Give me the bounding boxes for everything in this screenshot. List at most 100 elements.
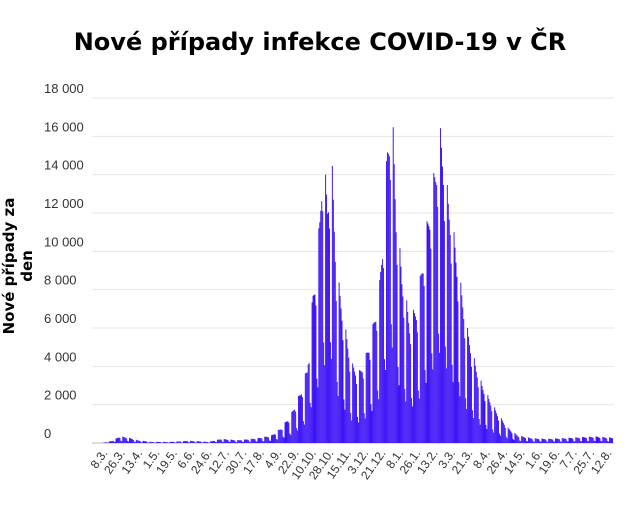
bar <box>594 441 596 443</box>
bar <box>555 438 557 443</box>
bar <box>549 438 551 443</box>
bar <box>166 442 168 443</box>
bar <box>601 441 603 443</box>
bar <box>390 324 392 443</box>
bar <box>554 441 555 443</box>
bar <box>556 438 558 443</box>
bar <box>528 437 530 443</box>
bar <box>215 442 216 443</box>
bar <box>473 358 475 443</box>
bar <box>188 442 190 443</box>
bar <box>145 441 147 443</box>
y-tick-label: 8 000 <box>44 273 77 288</box>
y-tick-label: 0 <box>44 426 51 441</box>
bar <box>489 402 491 443</box>
bar <box>322 211 324 443</box>
bar <box>562 438 564 443</box>
bar <box>304 373 306 443</box>
bar <box>157 441 159 443</box>
bar <box>276 439 278 443</box>
bar <box>423 286 425 443</box>
bar <box>431 353 433 443</box>
bar <box>470 366 472 443</box>
bar <box>452 382 454 443</box>
bar <box>130 438 132 443</box>
bar <box>461 295 463 443</box>
bar <box>383 268 385 443</box>
bar <box>296 428 298 443</box>
bar <box>532 441 534 443</box>
bar <box>290 434 292 443</box>
bar <box>349 371 351 443</box>
bar <box>285 421 287 443</box>
bar <box>585 438 587 443</box>
bar <box>354 371 356 443</box>
bar <box>455 262 457 443</box>
bar <box>203 441 205 443</box>
bar <box>158 441 160 443</box>
bar <box>412 406 414 443</box>
bar <box>234 440 236 443</box>
bar <box>569 437 571 443</box>
bar <box>230 439 232 443</box>
bar <box>492 429 494 443</box>
bar <box>563 438 565 443</box>
bar <box>400 266 402 443</box>
bar <box>418 398 420 443</box>
bar <box>324 365 326 443</box>
bar <box>517 436 519 443</box>
bar <box>437 206 439 443</box>
bar <box>178 441 180 443</box>
bar <box>498 420 499 443</box>
bar <box>328 228 330 443</box>
bar <box>257 438 259 443</box>
bar <box>224 439 226 443</box>
bar <box>503 424 505 443</box>
bar <box>171 441 173 443</box>
bar <box>379 280 381 443</box>
bar <box>122 436 124 443</box>
bar <box>519 440 521 443</box>
bar <box>303 424 305 443</box>
bar <box>441 147 442 443</box>
bar <box>165 441 167 443</box>
bar <box>306 372 308 443</box>
bar <box>367 352 369 443</box>
bar <box>534 438 536 443</box>
bar <box>305 372 307 443</box>
bar <box>141 442 143 443</box>
bar <box>456 276 458 443</box>
bar <box>397 366 399 443</box>
bar <box>542 438 544 443</box>
bar <box>142 440 144 443</box>
bar <box>608 441 610 443</box>
bar <box>357 416 358 443</box>
bar <box>368 352 370 443</box>
bar <box>417 390 419 443</box>
bar <box>501 420 503 443</box>
bar <box>315 305 317 443</box>
bar <box>524 437 526 443</box>
bar <box>421 273 423 443</box>
bar <box>229 442 231 443</box>
bar <box>291 411 293 443</box>
bar <box>469 345 470 443</box>
bar <box>350 412 352 443</box>
bars <box>102 127 613 444</box>
bar <box>415 320 417 443</box>
bar <box>246 439 248 443</box>
bar <box>347 348 349 443</box>
bar <box>213 440 215 443</box>
bar <box>176 441 178 443</box>
bar <box>211 441 213 443</box>
bar <box>591 437 593 443</box>
bar <box>597 437 599 443</box>
bar <box>378 399 380 443</box>
bar <box>241 440 243 443</box>
bar <box>486 429 488 443</box>
bar <box>442 166 443 443</box>
bar <box>377 390 379 443</box>
bar <box>558 439 560 443</box>
bar <box>150 441 152 443</box>
bar <box>238 440 240 443</box>
